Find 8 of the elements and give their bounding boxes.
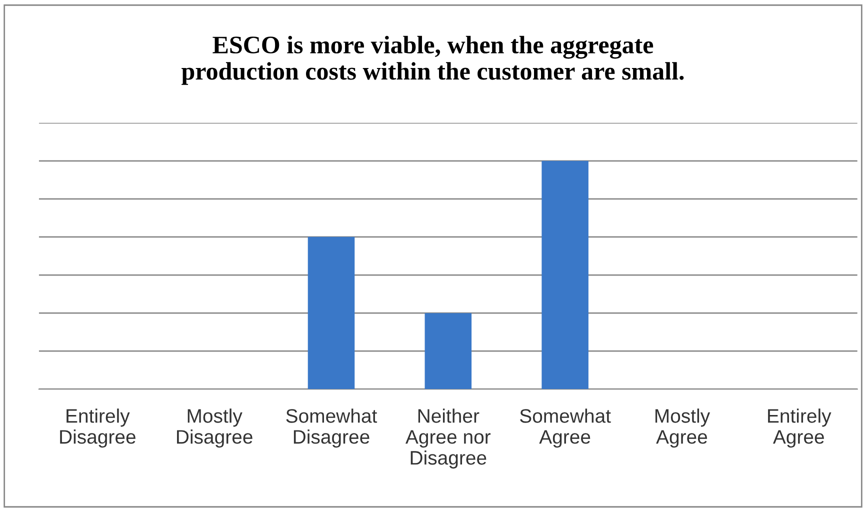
x-tick-label: Somewhat Agree (520, 408, 611, 448)
x-tick-label: Mostly Agree (655, 408, 710, 448)
x-tick-label: Mostly Disagree (177, 408, 252, 448)
chart-title: ESCO is more viable, when the aggregate production costs within the customer are small. (182, 36, 684, 85)
x-tick-label: Entirely Disagree (60, 408, 136, 448)
x-tick-label: Neither Agree nor Disagree (406, 408, 491, 469)
x-tick-label: Entirely Agree (768, 408, 832, 448)
x-tick-label: Somewhat Disagree (286, 408, 378, 448)
